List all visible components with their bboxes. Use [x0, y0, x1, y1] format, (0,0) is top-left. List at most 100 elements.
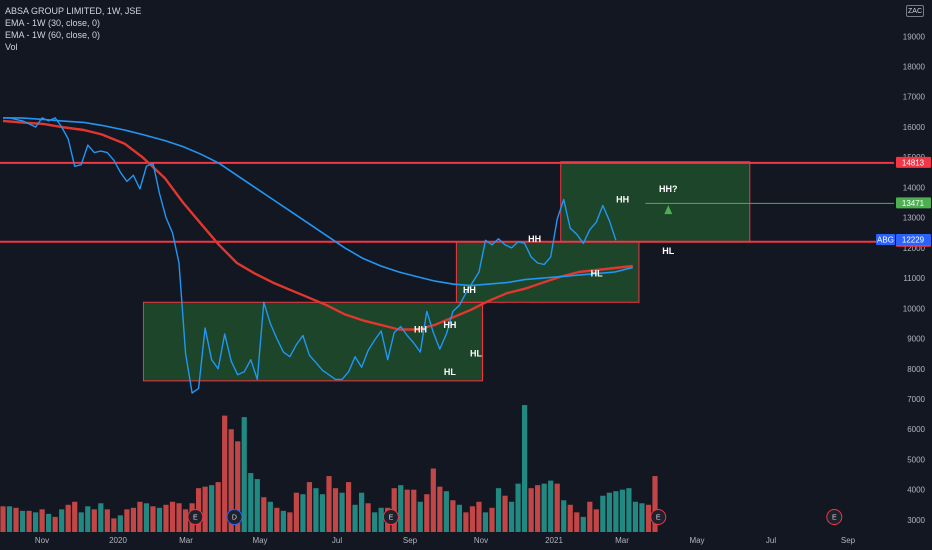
- volume-bar: [313, 488, 319, 532]
- up-arrow-icon: [664, 205, 673, 215]
- volume-bar: [261, 497, 267, 532]
- annotation-hh: HH: [528, 234, 541, 244]
- volume-bar: [561, 500, 567, 532]
- symbol-tag-label: ABG: [877, 235, 894, 244]
- volume-bar: [293, 492, 299, 532]
- x-tick-label: Mar: [179, 536, 193, 545]
- volume-bar: [306, 482, 313, 532]
- volume-bar: [619, 489, 625, 532]
- volume-bar: [319, 494, 326, 532]
- annotation-hl: HL: [591, 269, 603, 279]
- volume-bar: [463, 512, 469, 532]
- last-price-tag: [896, 233, 931, 245]
- volume-bar: [52, 516, 58, 532]
- target-tag: [896, 197, 931, 209]
- volume-bar: [65, 504, 71, 532]
- x-tick-label: Nov: [474, 536, 488, 545]
- volume-bar: [274, 507, 280, 532]
- volume-bar: [424, 494, 430, 532]
- volume-bar: [372, 512, 378, 532]
- annotation-hh: HH: [616, 195, 629, 205]
- volume-bar: [541, 483, 547, 532]
- volume-bar: [574, 512, 580, 532]
- volume-bar: [91, 509, 97, 532]
- last-price-tag-label: 12229: [902, 235, 925, 244]
- volume-bar: [202, 486, 208, 532]
- volume-bar: [326, 476, 332, 532]
- volume-bar: [365, 503, 371, 532]
- volume-bar: [411, 489, 417, 532]
- volume-bar: [124, 509, 130, 532]
- volume-bar: [176, 503, 182, 532]
- volume-bar: [137, 501, 143, 532]
- volume-bar: [443, 491, 449, 532]
- volume-bar: [19, 510, 26, 532]
- y-tick-label: 13000: [903, 214, 926, 223]
- volume-bar: [215, 482, 221, 532]
- event-marker: [650, 509, 667, 525]
- event-marker: [382, 509, 399, 525]
- volume-bar: [482, 512, 489, 532]
- legend-ema60[interactable]: EMA - 1W (60, close, 0): [5, 30, 101, 40]
- volume-bar: [156, 507, 163, 532]
- resistance-top-tag-label: 14813: [902, 158, 925, 167]
- volume-bar: [417, 501, 423, 532]
- volume-bar: [430, 468, 436, 532]
- event-marker-label: E: [389, 515, 394, 522]
- volume-bar: [567, 504, 573, 532]
- event-marker-label: E: [193, 515, 198, 522]
- resistance-top-tag: [896, 156, 931, 168]
- y-tick-label: 6000: [907, 425, 925, 434]
- symbol-title[interactable]: ABSA GROUP LIMITED, 1W, JSE: [5, 6, 142, 16]
- volume-bar: [456, 504, 462, 532]
- annotation-hl: HL: [662, 246, 674, 256]
- x-tick-label: Jul: [332, 536, 342, 545]
- volume-bar: [645, 504, 652, 532]
- volume-bar: [359, 492, 365, 532]
- zone-lower: [142, 301, 483, 382]
- volume-bar: [515, 483, 521, 532]
- legend-volume[interactable]: Vol: [5, 42, 18, 52]
- x-tick-label: Sep: [403, 536, 418, 545]
- annotation-hh: HH: [414, 325, 427, 335]
- volume-bar: [222, 415, 228, 532]
- volume-bar: [209, 485, 215, 532]
- volume-bar: [169, 501, 176, 532]
- ema30-line: [3, 117, 633, 287]
- event-marker-label: D: [232, 515, 237, 522]
- volume-bar: [72, 501, 78, 532]
- y-tick-label: 3000: [907, 516, 925, 525]
- y-tick-label: 7000: [907, 395, 925, 404]
- volume-bar: [104, 509, 110, 532]
- y-tick-label: 12000: [903, 244, 926, 253]
- currency-badge[interactable]: ZAC: [906, 5, 924, 17]
- volume-bar: [606, 492, 612, 532]
- volume-bar: [587, 501, 593, 532]
- volume-bar: [528, 488, 534, 532]
- volume-bar: [554, 483, 560, 532]
- volume-bar: [580, 516, 586, 532]
- legend-ema30[interactable]: EMA - 1W (30, close, 0): [5, 18, 101, 28]
- volume-bar: [332, 488, 339, 532]
- y-tick-label: 9000: [907, 335, 925, 344]
- volume-bar: [287, 512, 293, 532]
- volume-bar: [248, 473, 254, 532]
- volume-bar: [626, 488, 632, 532]
- price-line: [3, 117, 617, 394]
- y-tick-label: 11000: [903, 274, 925, 283]
- volume-bar: [85, 506, 91, 532]
- volume-bar: [163, 504, 169, 532]
- event-marker: [187, 509, 204, 525]
- event-marker: [226, 509, 243, 525]
- volume-bar: [13, 507, 19, 532]
- volume-bar: [46, 513, 52, 532]
- volume-bar: [26, 510, 32, 532]
- volume-bar: [98, 503, 104, 532]
- x-tick-label: Mar: [615, 536, 629, 545]
- volume-bar: [489, 507, 495, 532]
- volume-bar: [117, 515, 123, 532]
- volume-bar: [378, 507, 384, 532]
- volume-bar: [548, 480, 554, 532]
